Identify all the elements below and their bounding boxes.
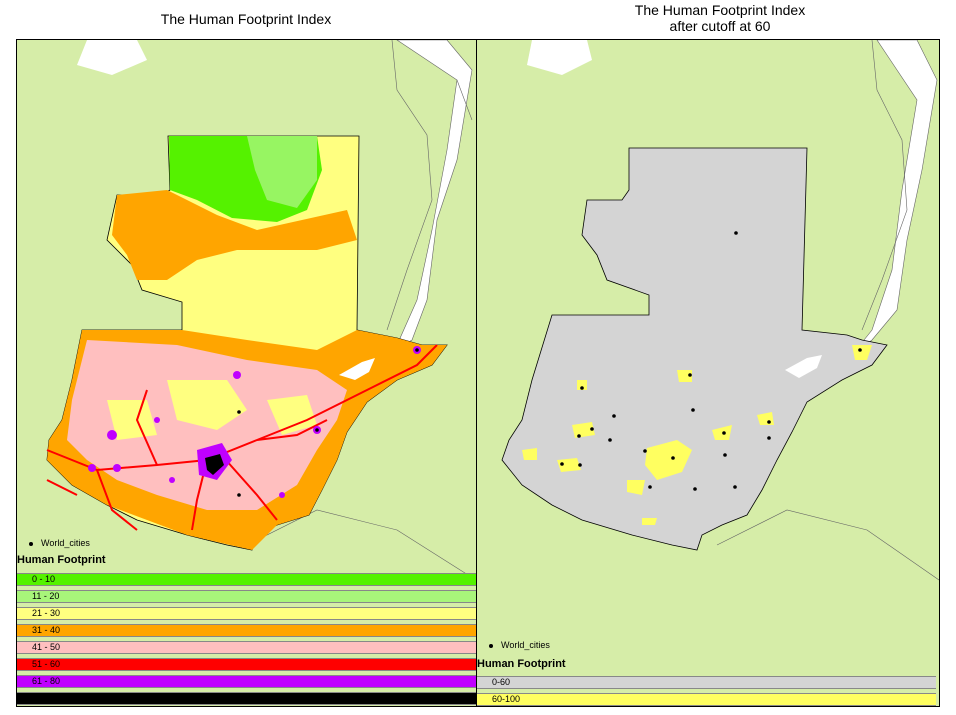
- legend-class-row: 41 - 50: [17, 641, 476, 654]
- right-map-canvas: [501, 40, 939, 581]
- high-footprint-areas: [522, 345, 872, 525]
- urban-center: [205, 454, 224, 475]
- sea-coast-line: [851, 40, 938, 356]
- legend-title: Human Footprint: [17, 554, 106, 566]
- legend-class-label: 31 - 40: [32, 625, 61, 635]
- legend-swatch: [17, 658, 476, 671]
- legend-swatch: [17, 624, 476, 637]
- city-dot-icon: [489, 643, 493, 648]
- legend-class-label: 60-100: [492, 694, 521, 704]
- legend-cities: World_cities: [29, 538, 90, 548]
- sea-coast-line: [376, 40, 473, 361]
- legend-swatch: [17, 573, 476, 586]
- legend-class-label: 21 - 30: [32, 608, 61, 618]
- legend-class-row: 51 - 60: [17, 658, 476, 671]
- legend-swatch: [477, 693, 936, 706]
- road-network: [46, 344, 438, 531]
- right-map-title: The Human Footprint Index after cutoff a…: [476, 2, 956, 34]
- right-map-title-line2: after cutoff at 60: [669, 18, 771, 34]
- light-green-zone: [247, 136, 317, 208]
- southern-coast: [716, 509, 939, 581]
- legend-swatch: [17, 692, 476, 705]
- legend-class-label: 11 - 20: [32, 591, 60, 601]
- lake: [339, 358, 375, 380]
- legend-swatch: [17, 590, 476, 603]
- legend-class-label: 41 - 50: [32, 642, 61, 652]
- legend-class-row: 0-60: [477, 676, 936, 689]
- lake: [785, 355, 822, 378]
- country-border-north: [861, 40, 908, 331]
- legend-class-label: 0-60: [492, 677, 511, 687]
- southern-coast: [246, 509, 476, 581]
- legend-class-row: 60-100: [477, 693, 936, 706]
- legend-class-row: 61 - 80: [17, 675, 476, 688]
- legend-cities: World_cities: [489, 640, 550, 650]
- legend-swatch: [17, 641, 476, 654]
- legend-cities-label: World_cities: [501, 640, 550, 650]
- country-shape: [501, 147, 888, 551]
- city-dot-icon: [29, 541, 33, 546]
- sea-area: [527, 40, 592, 75]
- legend-class-label: 51 - 60: [32, 659, 61, 669]
- legend-cities-label: World_cities: [41, 538, 90, 548]
- left-map-title: The Human Footprint Index: [160, 11, 332, 27]
- city-points: [560, 231, 862, 491]
- left-map-panel[interactable]: World_cities Human Footprint 0 - 10 11 - …: [16, 39, 477, 707]
- city-points: [237, 348, 419, 497]
- legend-class-row: 81 - 100: [17, 692, 476, 705]
- legend-swatch: [17, 607, 476, 620]
- legend-swatch: [17, 675, 476, 688]
- right-map-panel[interactable]: World_cities Human Footprint 0-60 60-100: [476, 39, 940, 707]
- country-border-north: [386, 40, 473, 331]
- legend-class-row: 31 - 40: [17, 624, 476, 637]
- legend-class-row: 21 - 30: [17, 607, 476, 620]
- legend-class-label: 0 - 10: [32, 574, 56, 584]
- legend-class-label: 61 - 80: [32, 676, 61, 686]
- legend-class-label: 81 - 100: [32, 693, 66, 703]
- legend-title: Human Footprint: [477, 658, 566, 670]
- legend-class-row: 0 - 10: [17, 573, 476, 586]
- left-map-canvas: [46, 40, 476, 581]
- sea-area: [77, 40, 147, 75]
- yellow-patches: [107, 380, 317, 440]
- orange-zone-west: [112, 190, 357, 280]
- legend-class-row: 11 - 20: [17, 590, 476, 603]
- right-map-title-line1: The Human Footprint Index: [634, 2, 806, 18]
- legend-swatch: [477, 676, 936, 689]
